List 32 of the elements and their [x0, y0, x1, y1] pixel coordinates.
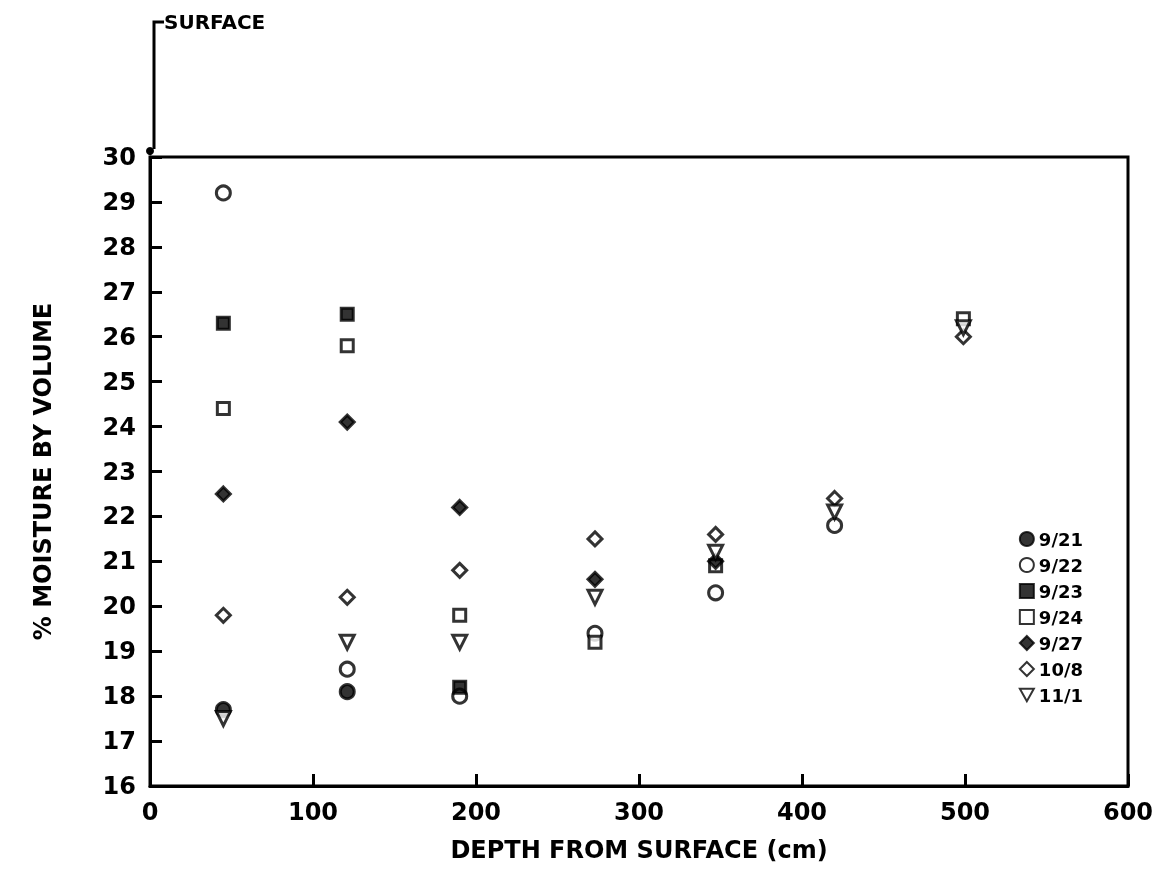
y-tick-label: 19: [102, 637, 136, 666]
y-tick-label: 20: [102, 592, 136, 621]
x-tick-label: 100: [287, 798, 339, 826]
y-tick-label: 22: [102, 502, 136, 531]
legend-label: 10/8: [1038, 658, 1084, 680]
x-tick-label: 300: [613, 798, 665, 826]
x-tick-label: 0: [141, 798, 159, 826]
y-tick-label: 24: [102, 412, 136, 441]
y-tick-label: 17: [102, 727, 136, 756]
legend-label: 11/1: [1038, 684, 1084, 706]
y-tick-label: 27: [102, 277, 136, 306]
x-tick-label: 200: [450, 798, 502, 826]
legend-label: 9/24: [1038, 606, 1084, 628]
x-tick-label: 500: [939, 798, 991, 826]
y-tick-label: 25: [102, 367, 136, 396]
y-tick-label: 29: [102, 187, 136, 216]
legend-label: 9/27: [1038, 632, 1084, 654]
y-tick-label: 28: [102, 232, 136, 261]
x-tick-label: 400: [776, 798, 828, 826]
x-tick-label: 600: [1102, 798, 1154, 826]
y-tick-label: 16: [102, 772, 136, 800]
y-axis-title: % MOISTURE BY VOLUME: [29, 302, 57, 641]
legend-label: 9/21: [1038, 528, 1084, 550]
text: SURFACE: [164, 10, 266, 34]
y-tick-label: 23: [102, 457, 136, 486]
y-tick-label: 26: [102, 322, 136, 351]
x-axis-title: DEPTH FROM SURFACE (cm): [450, 836, 828, 864]
y-tick-label: 30: [102, 143, 136, 171]
legend-label: 9/23: [1038, 580, 1084, 602]
y-tick-label: 21: [102, 547, 136, 576]
legend-label: 9/22: [1038, 554, 1084, 576]
y-tick-label: 18: [102, 682, 136, 711]
